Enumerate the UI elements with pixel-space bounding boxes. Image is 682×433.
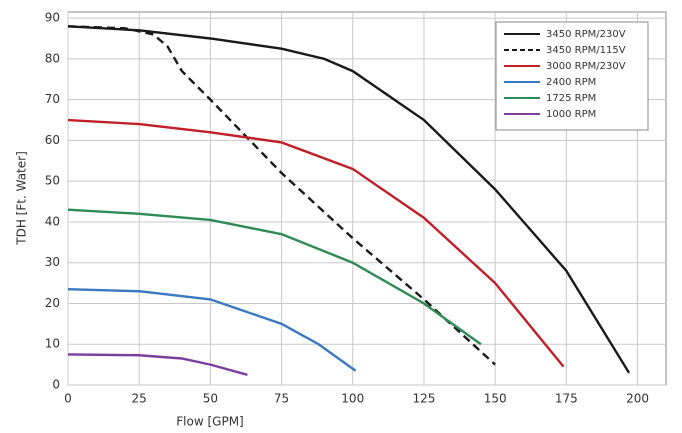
y-tick-label: 10 <box>45 337 60 351</box>
x-tick-label: 125 <box>412 392 435 406</box>
y-tick-label: 60 <box>45 133 60 147</box>
legend-label: 1000 RPM <box>546 109 596 120</box>
x-axis-label: Flow [GPM] <box>176 415 243 429</box>
y-tick-label: 0 <box>52 378 60 392</box>
y-tick-label: 90 <box>45 11 60 25</box>
x-tick-label: 150 <box>484 392 507 406</box>
y-tick-label: 70 <box>45 92 60 106</box>
y-tick-label: 30 <box>45 255 60 269</box>
line-series <box>67 208 482 346</box>
x-tick-label: 200 <box>626 392 649 406</box>
x-tick-label: 175 <box>555 392 578 406</box>
x-tick-label: 50 <box>203 392 218 406</box>
legend-label: 3450 RPM/115V <box>546 45 626 56</box>
y-tick-label: 50 <box>45 174 60 188</box>
x-tick-label: 25 <box>132 392 147 406</box>
x-tick-label: 75 <box>274 392 289 406</box>
line-series <box>67 118 565 368</box>
legend-label: 1725 RPM <box>546 93 596 104</box>
legend-box <box>495 21 649 131</box>
line-series <box>67 25 496 366</box>
y-tick-label: 80 <box>45 51 60 65</box>
legend-label: 2400 RPM <box>546 77 596 88</box>
line-series <box>67 288 357 372</box>
legend-label: 3000 RPM/230V <box>546 61 626 72</box>
x-tick-label: 100 <box>341 392 364 406</box>
line-series <box>67 353 248 376</box>
y-tick-label: 20 <box>45 296 60 310</box>
y-axis-label: TDH [Ft. Water] <box>15 151 29 245</box>
legend-label: 3450 RPM/230V <box>546 29 626 40</box>
line-series <box>67 25 631 374</box>
y-tick-label: 40 <box>45 214 60 228</box>
x-tick-label: 0 <box>64 392 72 406</box>
